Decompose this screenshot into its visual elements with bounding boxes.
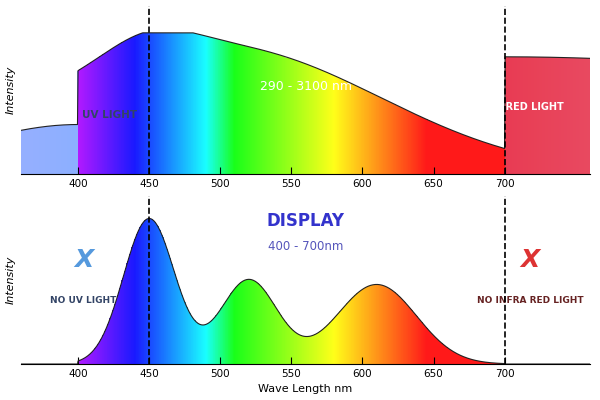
X-axis label: Wave Length nm: Wave Length nm (259, 384, 353, 394)
Text: 400 - 700nm: 400 - 700nm (268, 240, 343, 253)
Text: X: X (74, 248, 94, 272)
Text: DISPLAY: DISPLAY (266, 212, 344, 230)
Text: 290 - 3100 nm: 290 - 3100 nm (260, 80, 352, 93)
Text: UV LIGHT: UV LIGHT (82, 110, 137, 120)
Y-axis label: Intensity: Intensity (5, 256, 16, 304)
Text: SUN: SUN (283, 43, 329, 62)
Text: NO INFRA RED LIGHT: NO INFRA RED LIGHT (477, 296, 584, 304)
Y-axis label: Intensity: Intensity (5, 66, 16, 114)
Text: INFRA RED LIGHT: INFRA RED LIGHT (469, 102, 563, 112)
Text: X: X (521, 248, 540, 272)
Text: NO UV LIGHT: NO UV LIGHT (50, 296, 117, 304)
